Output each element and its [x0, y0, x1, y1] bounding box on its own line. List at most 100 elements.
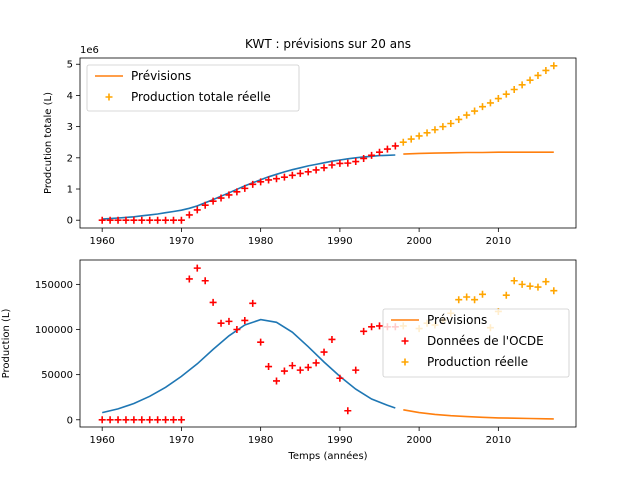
data-point: [336, 374, 344, 382]
x-tick-label: 2000: [406, 435, 431, 446]
data-point: [455, 296, 463, 304]
y-tick-label: 4: [67, 91, 73, 102]
data-point: [272, 175, 280, 183]
data-point: [233, 326, 241, 334]
data-point: [217, 319, 225, 327]
data-point: [494, 95, 502, 103]
data-point: [391, 142, 399, 150]
data-point: [272, 377, 280, 385]
data-point: [312, 166, 320, 174]
legend-label: Prévisions: [427, 313, 487, 327]
data-point: [241, 316, 249, 324]
data-point: [368, 323, 376, 331]
legend: Prévisions Production totale réelle: [86, 64, 300, 112]
x-tick-label: 1990: [327, 236, 352, 247]
legend-plus-icon: [105, 93, 113, 101]
data-point: [376, 322, 384, 330]
data-point: [479, 103, 487, 111]
data-point: [209, 197, 217, 205]
data-point: [209, 298, 217, 306]
data-point: [526, 282, 534, 290]
x-tick-label: 2010: [486, 435, 511, 446]
data-point: [296, 169, 304, 177]
data-point: [550, 287, 558, 295]
data-point: [106, 416, 114, 424]
data-point: [169, 216, 177, 224]
x-tick-label: 1970: [169, 435, 194, 446]
data-point: [455, 115, 463, 123]
data-point: [185, 211, 193, 219]
data-point: [296, 366, 304, 374]
data-point: [114, 216, 122, 224]
data-point: [130, 416, 138, 424]
legend-box: [86, 64, 300, 112]
data-point: [510, 86, 518, 94]
data-point: [447, 120, 455, 128]
data-point: [249, 180, 257, 188]
data-point: [193, 264, 201, 272]
data-point: [399, 138, 407, 146]
data-point: [280, 367, 288, 375]
x-tick-label: 1980: [248, 236, 273, 247]
data-point: [312, 359, 320, 367]
data-point: [162, 216, 170, 224]
data-point: [98, 216, 106, 224]
data-point: [486, 99, 494, 107]
data-point: [344, 407, 352, 415]
x-tick-label: 2000: [406, 236, 431, 247]
chart-2: 1960 1970 1980 1990 2000 2010 0 50000 100000 1500…: [1, 259, 577, 462]
data-point: [130, 216, 138, 224]
data-point: [146, 216, 154, 224]
data-point: [463, 111, 471, 119]
y-tick-label: 0: [67, 415, 73, 426]
data-point: [257, 178, 265, 186]
chart-1: 1960 1970 1980 1990 2000 2010 0 1 2 3 4 5 KWT : prév…: [43, 37, 577, 247]
y-tick-label: 1: [67, 185, 73, 196]
data-point: [249, 299, 257, 307]
data-point: [542, 66, 550, 74]
x-tick-label: 1960: [89, 435, 114, 446]
plot-frame: [79, 57, 577, 229]
x-tick-label: 1980: [248, 435, 273, 446]
y-tick-label: 0: [67, 216, 73, 227]
legend-plus-icon: [401, 337, 409, 345]
y-tick-label: 3: [67, 122, 73, 133]
x-axis-label: Temps (années): [287, 450, 367, 462]
data-point: [257, 338, 265, 346]
data-point: [201, 277, 209, 285]
plot-frame: [79, 259, 577, 428]
data-point: [265, 176, 273, 184]
series-line-2: [403, 409, 554, 420]
data-point: [518, 280, 526, 288]
data-point: [193, 206, 201, 214]
legend-label: Données de l'OCDE: [427, 334, 544, 348]
data-point: [518, 81, 526, 89]
data-point: [154, 216, 162, 224]
legend-box: [382, 308, 570, 378]
data-point: [526, 76, 534, 84]
data-point: [479, 290, 487, 298]
data-point: [304, 363, 312, 371]
data-point: [407, 135, 415, 143]
y-tick-label: 2: [67, 153, 73, 164]
data-point: [265, 363, 273, 371]
data-point: [122, 216, 130, 224]
x-tick-label: 2010: [486, 236, 511, 247]
data-point: [288, 362, 296, 370]
data-point: [114, 416, 122, 424]
series-line-1: [102, 318, 396, 414]
x-tick-label: 1970: [169, 236, 194, 247]
x-tick-label: 1960: [89, 236, 114, 247]
data-point: [360, 154, 368, 162]
data-point: [376, 148, 384, 156]
data-point: [415, 132, 423, 140]
data-point: [138, 216, 146, 224]
data-point: [344, 159, 352, 167]
data-point: [383, 145, 391, 153]
data-point: [241, 184, 249, 192]
x-tick-label: 1990: [327, 435, 352, 446]
y-tick-label: 50000: [41, 370, 73, 381]
data-point: [177, 216, 185, 224]
data-point: [352, 366, 360, 374]
